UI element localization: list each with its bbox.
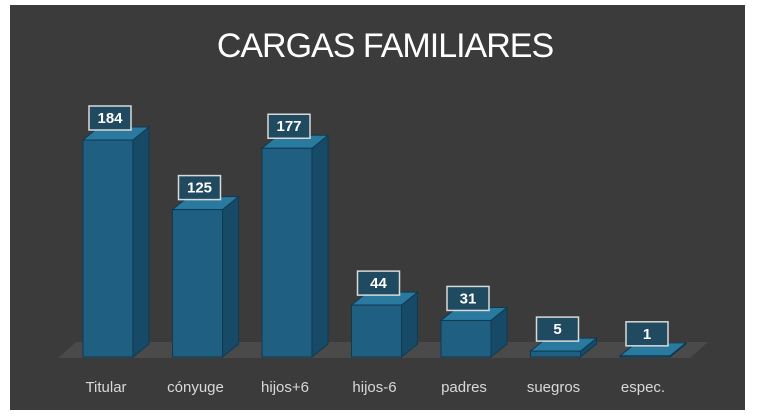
x-tick-label: Titular [85,379,126,396]
value-label: 1 [643,326,651,343]
value-label-box [446,285,490,312]
bar [172,209,223,358]
bar [351,304,402,358]
value-label: 184 [97,110,123,127]
bar [82,139,134,358]
x-tick-label: hijos+6 [261,379,309,396]
value-label-box [177,174,222,201]
value-label-box [625,321,669,347]
value-label-box [535,316,580,342]
x-tick-label: padres [441,379,487,396]
bar-side [132,125,150,359]
bar-side [311,134,329,359]
bar [530,350,581,358]
value-label: 177 [276,118,301,135]
value-label: 31 [460,290,477,307]
value-label-box [88,105,132,131]
value-label-box [356,270,401,296]
x-tick-label: espec. [621,379,665,396]
bar [261,147,313,358]
value-label: 44 [370,275,387,292]
bar-side [222,195,239,359]
chart-title: CARGAS FAMILIARES [217,27,554,65]
value-label: 5 [553,321,561,338]
bar [619,355,671,358]
x-tick-label: suegros [527,379,580,396]
bar [440,319,492,358]
value-label-box [267,113,311,140]
x-tick-label: cónyuge [167,379,224,396]
value-label: 125 [187,180,212,197]
x-tick-label: hijos-6 [352,379,396,396]
